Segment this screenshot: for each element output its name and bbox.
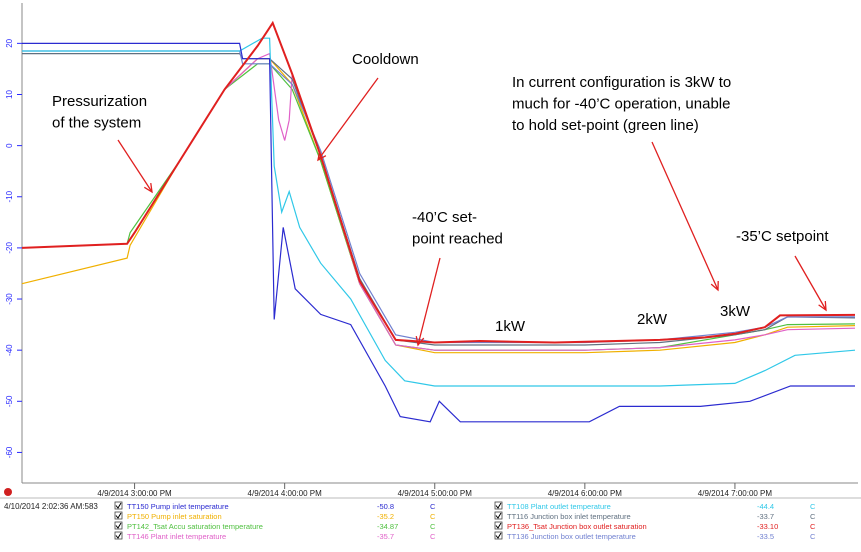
arrow-head — [143, 182, 153, 194]
annotation: -35’C setpoint — [736, 228, 829, 245]
legend-unit: C — [810, 502, 816, 511]
y-tick-label: -50 — [5, 395, 14, 407]
y-tick-label: -40 — [5, 344, 14, 356]
legend-check — [115, 522, 122, 529]
arrow-head — [818, 300, 827, 312]
x-tick-label: 4/9/2014 4:00:00 PM — [248, 489, 323, 498]
legend-checkbox — [114, 531, 123, 540]
legend-unit: C — [810, 512, 816, 521]
arrow-head — [710, 280, 719, 292]
legend-check — [495, 532, 502, 539]
y-tick-label: 20 — [5, 38, 14, 47]
legend-value: -44.4 — [757, 502, 774, 511]
annotation: In current configuration is 3kW to — [512, 74, 731, 91]
legend-name: PT142_Tsat Accu saturation temperature — [127, 522, 263, 531]
x-tick-label: 4/9/2014 6:00:00 PM — [548, 489, 623, 498]
annotation: of the system — [52, 115, 141, 132]
legend-check — [115, 502, 122, 509]
x-tick-label: 4/9/2014 5:00:00 PM — [398, 489, 473, 498]
annotation: Pressurization — [52, 93, 147, 110]
legend-checkbox — [494, 531, 503, 540]
series-line — [21, 20, 856, 344]
legend-value: -35.7 — [377, 532, 394, 541]
legend-value: -33.10 — [757, 522, 778, 531]
legend-name: TT136 Junction box outlet temperature — [507, 532, 636, 541]
y-tick-label: -30 — [5, 293, 14, 305]
legend-unit: C — [810, 522, 816, 531]
legend-unit: C — [430, 522, 436, 531]
legend-checkbox — [114, 501, 123, 510]
annotation: Cooldown — [352, 51, 419, 68]
annotation: 2kW — [637, 311, 668, 328]
status-icon — [4, 488, 12, 496]
legend-name: TT108 Plant outlet temperature — [507, 502, 611, 511]
arrow-line — [794, 255, 827, 311]
y-tick-label: -20 — [5, 242, 14, 254]
series-line — [22, 42, 855, 423]
annotation: point reached — [412, 231, 503, 248]
arrow-head — [317, 151, 327, 162]
annotation: 1kW — [495, 318, 526, 335]
arrow-head — [415, 336, 425, 347]
legend-value: -50.8 — [377, 502, 394, 511]
x-tick-label: 4/9/2014 7:00:00 PM — [698, 489, 773, 498]
legend-name: TT116 Junction box inlet temperature — [507, 512, 631, 521]
x-tick-label: 4/9/2014 3:00:00 PM — [97, 489, 172, 498]
legend-check — [495, 502, 502, 509]
y-tick-label: -10 — [5, 190, 14, 202]
y-tick-label: -60 — [5, 446, 14, 458]
arrow-line — [117, 139, 153, 193]
legend-checkbox — [494, 501, 503, 510]
legend-value: -34.87 — [377, 522, 398, 531]
legend-unit: C — [430, 532, 436, 541]
legend-check — [115, 532, 122, 539]
arrow-line — [651, 141, 719, 291]
annotation: much for -40’C operation, unable — [512, 96, 730, 113]
legend-value: -35.2 — [377, 512, 394, 521]
legend-checkbox — [494, 511, 503, 520]
annotation: to hold set-point (green line) — [512, 117, 699, 134]
legend-unit: C — [430, 512, 436, 521]
legend-name: TT150 Pump inlet temperature — [127, 502, 229, 511]
legend-check — [495, 522, 502, 529]
legend-name: PT150 Pump inlet saturation — [127, 512, 222, 521]
legend-check — [495, 512, 502, 519]
y-tick-label: 0 — [5, 143, 14, 148]
legend-unit: C — [810, 532, 816, 541]
arrow-line — [417, 257, 441, 346]
legend-checkbox — [114, 511, 123, 520]
legend-check — [115, 512, 122, 519]
legend-checkbox — [114, 521, 123, 530]
legend-name: PT136_Tsat Junction box outlet saturatio… — [507, 522, 647, 531]
legend-value: -33.5 — [757, 532, 774, 541]
legend-value: -33.7 — [757, 512, 774, 521]
legend-checkbox — [494, 521, 503, 530]
annotation: 3kW — [720, 303, 751, 320]
series-line — [22, 37, 856, 387]
legend-name: TT146 Plant inlet temperature — [127, 532, 226, 541]
legend-unit: C — [430, 502, 436, 511]
arrow-line — [317, 77, 379, 161]
annotation: -40’C set- — [412, 209, 477, 226]
timestamp: 4/10/2014 2:02:36 AM:583 — [4, 502, 98, 511]
y-tick-label: 10 — [5, 89, 14, 98]
